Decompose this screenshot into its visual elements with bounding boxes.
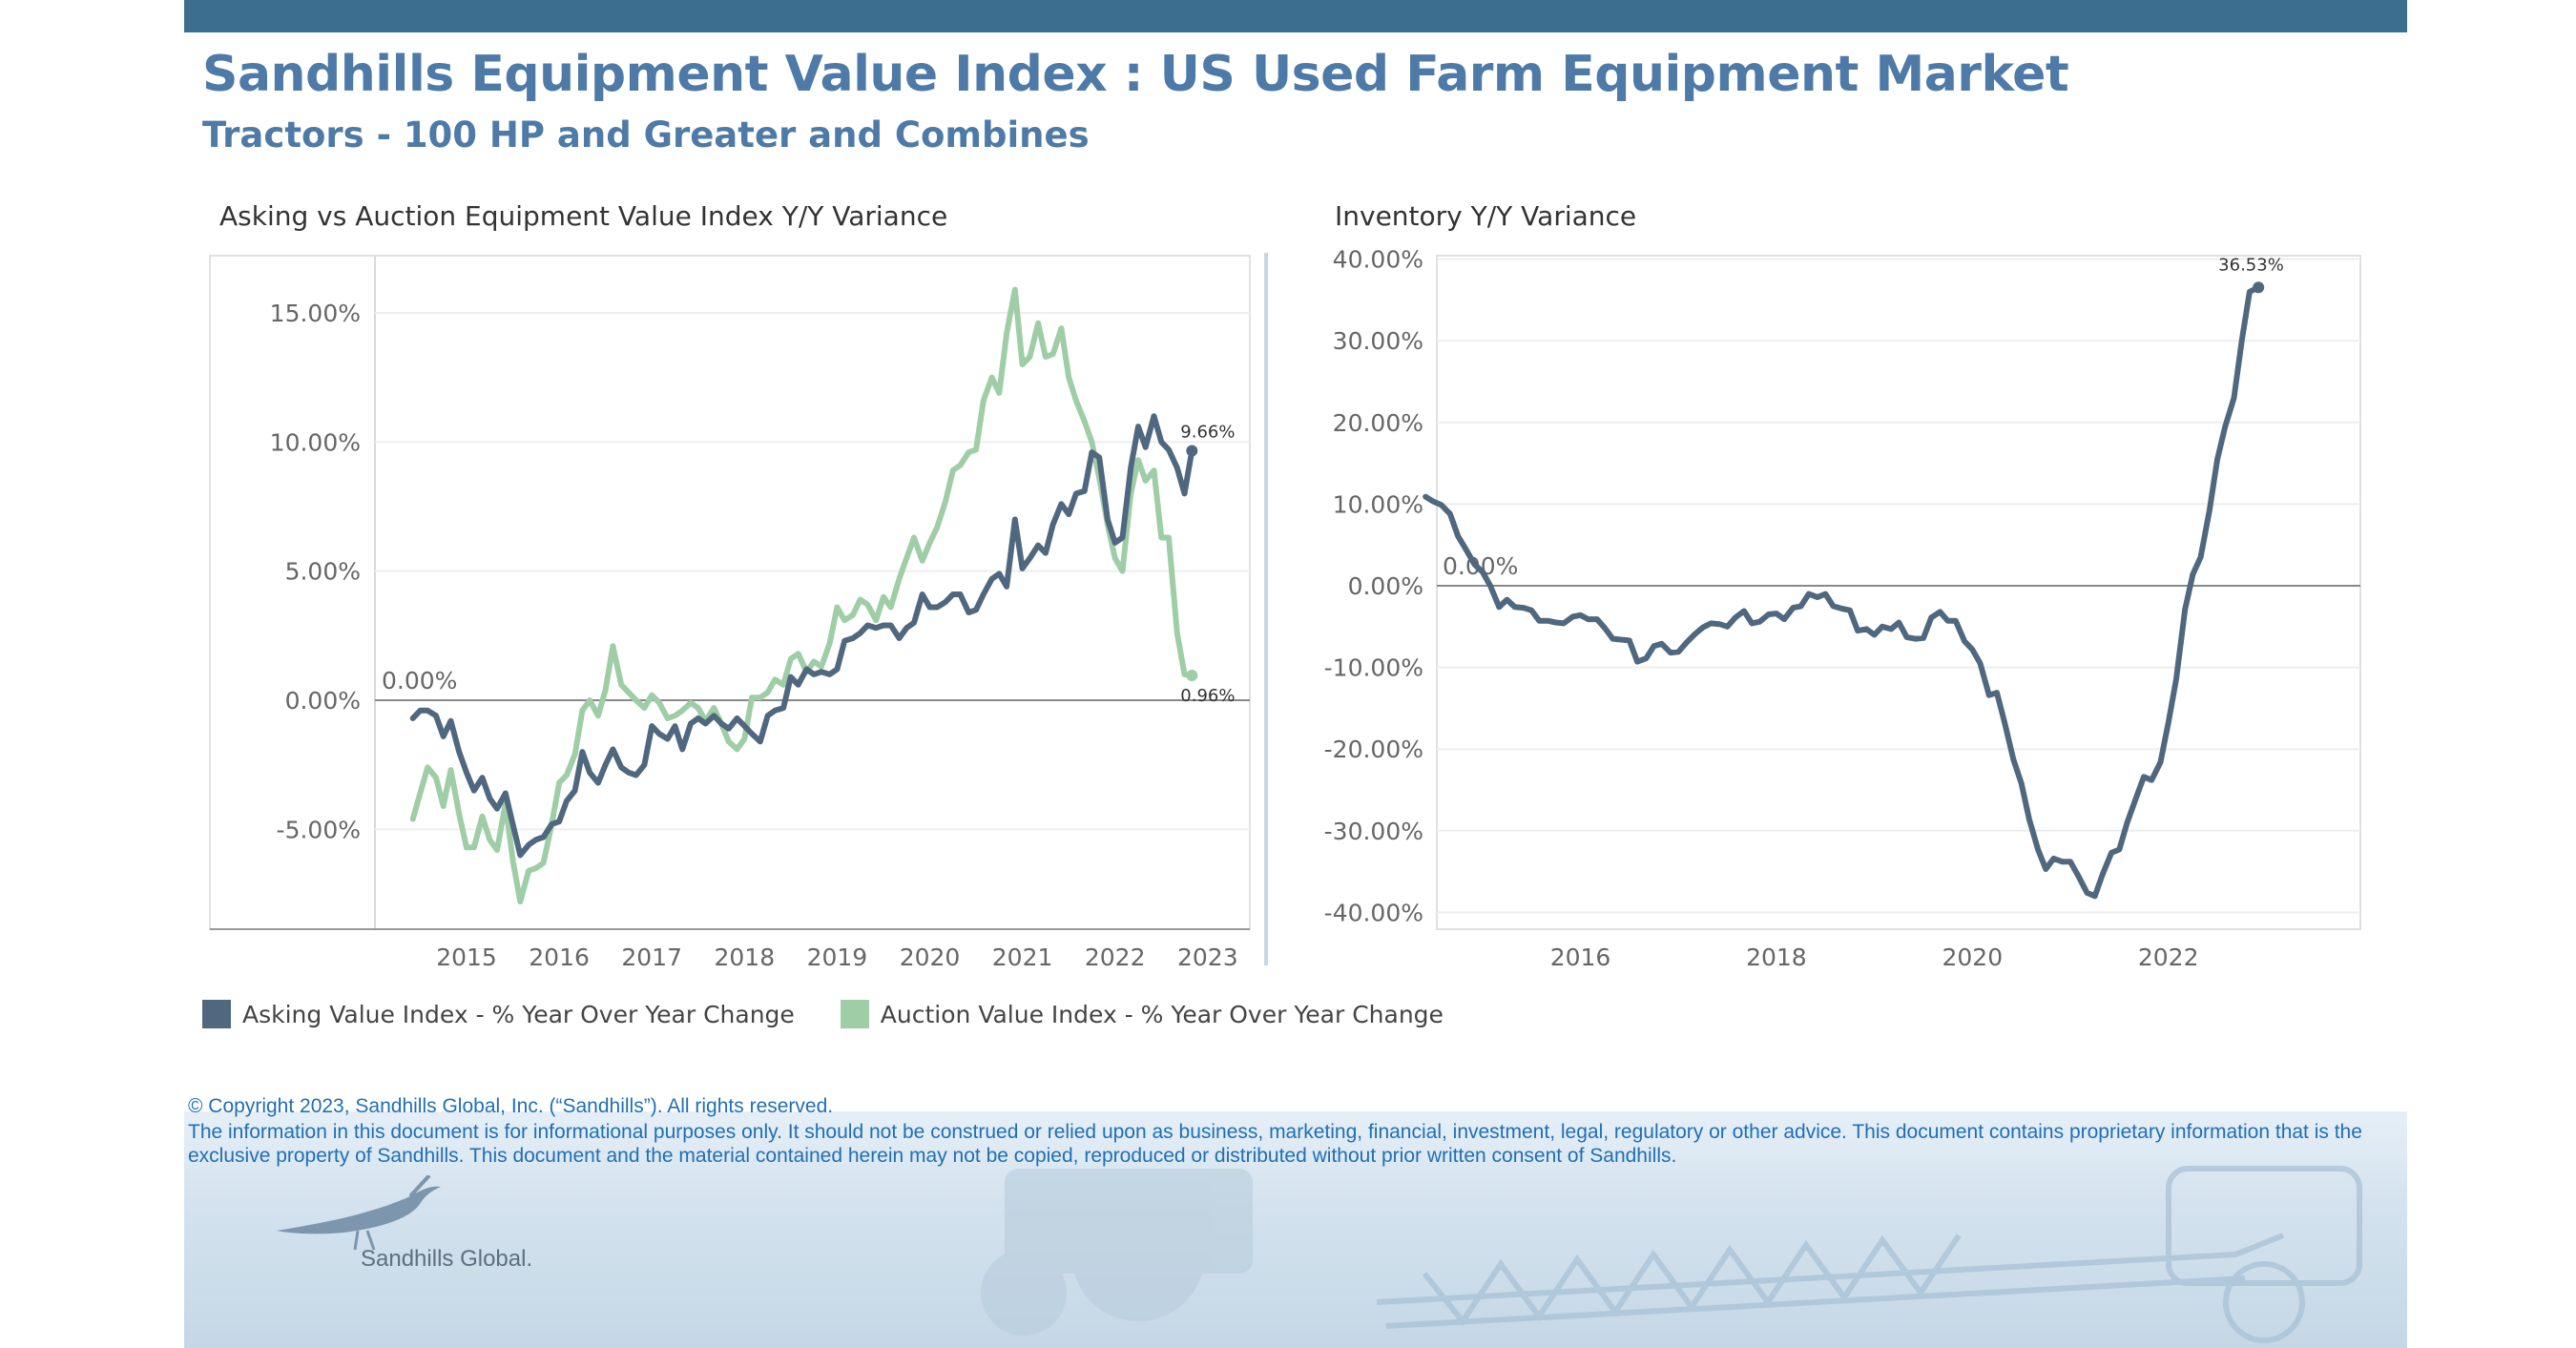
left-x-tick-label: 2021 [992,944,1053,971]
left-y-tick-label: 5.00% [285,558,361,586]
right-y-tick-label: -20.00% [1324,736,1423,763]
logo-text: Sandhills Global. [361,1246,533,1272]
right-y-tick-label: 10.00% [1333,490,1423,518]
page-title: Sandhills Equipment Value Index : US Use… [202,46,2069,103]
chart-divider [1264,253,1268,965]
asking-end-label: 9.66% [1180,423,1235,443]
copyright-text: © Copyright 2023, Sandhills Global, Inc.… [188,1095,834,1117]
footer-machinery-graphic [981,1166,2362,1343]
legend-label-auction: Auction Value Index - % Year Over Year C… [880,1000,1444,1028]
legend-label-asking: Asking Value Index - % Year Over Year Ch… [242,1000,795,1028]
auction-end-label: 0.96% [1180,686,1235,706]
left-y-tick-label: 15.00% [270,300,361,327]
right-y-tick-label: -40.00% [1324,899,1423,926]
right-x-tick-label: 2022 [2138,944,2199,971]
left-plot-frame [209,255,1251,930]
legend-item-auction: Auction Value Index - % Year Over Year C… [840,1000,1444,1028]
right-y-tick-label: 0.00% [1348,572,1423,600]
left-y-tick-label: -5.00% [277,816,361,843]
left-x-tick-label: 2019 [807,944,868,971]
left-x-tick-label: 2023 [1177,944,1238,971]
left-x-tick-label: 2016 [529,944,590,971]
left-x-tick-label: 2015 [436,944,497,971]
right-x-tick-label: 2020 [1942,944,2003,971]
left-y-tick-label: 10.00% [270,428,361,456]
disclaimer-text: The information in this document is for … [188,1121,2362,1167]
charts-canvas: 15.00% 10.00% 5.00% 0.00% -5.00% 0.00% 2015 201… [209,246,2361,971]
left-x-tick-label: 2020 [900,944,961,971]
page-subtitle: Tractors - 100 HP and Greater and Combin… [202,114,1090,156]
right-y-tick-label: -30.00% [1324,818,1423,845]
right-y-tick-label: -10.00% [1324,654,1423,682]
right-chart-title: Inventory Y/Y Variance [1335,200,1637,232]
left-x-tick-label: 2017 [621,944,682,971]
left-zero-label: 0.00% [382,667,457,695]
legend-swatch-asking [202,1000,231,1028]
top-banner [184,0,2407,32]
inventory-end-point [2253,281,2265,294]
legend-swatch-auction [840,1000,869,1028]
right-y-tick-label: 20.00% [1333,409,1423,437]
left-x-tick-label: 2022 [1085,944,1146,971]
heron-logo-icon [277,1175,441,1251]
right-y-tick-label: 30.00% [1333,327,1423,355]
auction-series-line [409,286,1195,905]
right-y-tick-label: 40.00% [1333,246,1423,274]
auction-end-point [1186,670,1198,682]
inventory-series-line [1423,284,2262,900]
asking-end-point [1186,445,1198,457]
legend: Asking Value Index - % Year Over Year Ch… [202,1000,1472,1028]
asking-series-line [409,413,1195,859]
right-plot-frame [1436,255,2361,930]
right-x-tick-label: 2016 [1550,944,1611,971]
right-x-tick-label: 2018 [1746,944,1807,971]
left-chart-title: Asking vs Auction Equipment Value Index … [219,200,948,232]
inventory-end-label: 36.53% [2218,255,2284,275]
left-y-tick-label: 0.00% [285,687,361,715]
left-x-tick-label: 2018 [714,944,775,971]
legend-item-asking: Asking Value Index - % Year Over Year Ch… [202,1000,795,1028]
footer-background [184,1111,2407,1348]
